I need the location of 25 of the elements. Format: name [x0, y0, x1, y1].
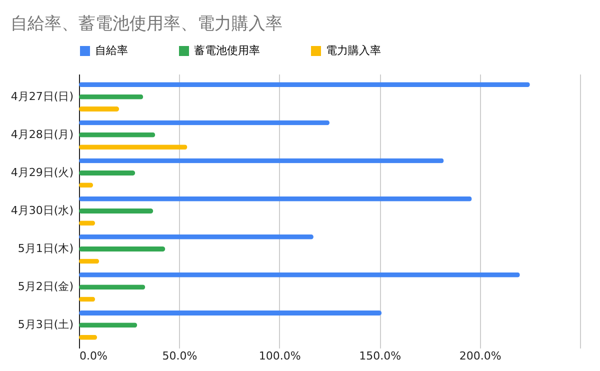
- y-tick-label: 4月30日(水): [10, 204, 74, 217]
- bar: [79, 310, 382, 316]
- chart-title: 自給率、蓄電池使用率、電力購入率: [10, 14, 282, 34]
- y-tick-label: 5月1日(木): [18, 242, 74, 256]
- y-tick-label: 5月2日(金): [18, 280, 74, 294]
- y-tick-label: 4月28日(月): [10, 128, 74, 141]
- bar: [79, 208, 154, 214]
- y-tick-label: 4月27日(日): [10, 90, 74, 103]
- x-tick-label: 100.0%: [258, 350, 301, 362]
- legend-label: 蓄電池使用率: [194, 44, 260, 57]
- x-tick-label: 150.0%: [359, 350, 402, 362]
- y-tick-label: 4月29日(火): [10, 166, 74, 179]
- y-tick-label: 5月3日(土): [18, 318, 74, 332]
- bar: [79, 272, 520, 278]
- x-tick-label: 200.0%: [459, 350, 502, 362]
- legend-label: 電力購入率: [326, 44, 381, 57]
- bar: [79, 82, 530, 88]
- bar: [79, 158, 444, 164]
- legend-label: 自給率: [95, 44, 128, 57]
- bar: [79, 196, 472, 202]
- bar: [79, 106, 120, 112]
- x-tick-label: 0.0%: [80, 350, 108, 362]
- x-tick-label: 50.0%: [162, 350, 198, 362]
- bar: [79, 170, 136, 176]
- bar: [79, 246, 166, 252]
